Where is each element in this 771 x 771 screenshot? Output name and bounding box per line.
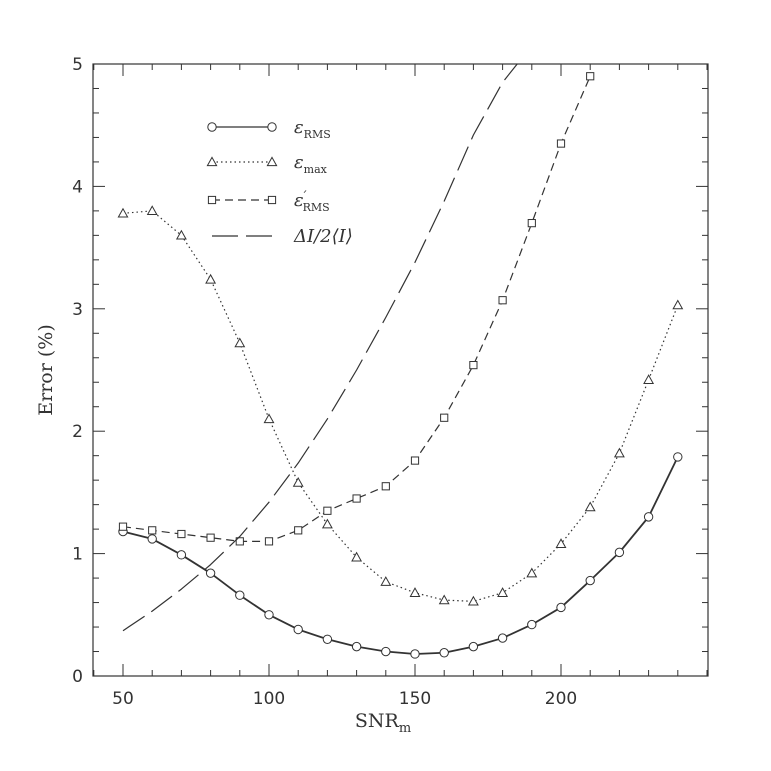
- data-point: [527, 219, 536, 228]
- series-0: [118, 452, 683, 659]
- data-point: [498, 296, 507, 305]
- data-point: [555, 538, 567, 548]
- legend-entry-1: εmax: [206, 152, 328, 176]
- series-1: [117, 205, 684, 606]
- y-tick-label: 5: [72, 55, 83, 75]
- legend-label: ε′ RMS: [294, 189, 330, 214]
- data-point: [264, 537, 274, 546]
- data-point: [352, 494, 361, 503]
- data-point: [584, 501, 596, 512]
- series-line-3: [122, 64, 518, 632]
- data-point: [118, 522, 128, 531]
- legend-entry-0: εRMS: [207, 117, 331, 141]
- legend-label: ΔI/2⟨I⟩: [293, 226, 353, 247]
- legend-entry-2: ε′ RMS: [207, 189, 330, 214]
- data-point: [613, 447, 625, 458]
- data-point: [556, 139, 566, 148]
- y-tick-label: 4: [72, 177, 83, 197]
- x-tick-label: 150: [399, 689, 431, 709]
- data-point: [351, 551, 363, 562]
- data-point: [526, 567, 538, 578]
- data-point: [176, 550, 187, 560]
- data-point: [263, 413, 275, 424]
- data-point: [380, 576, 392, 586]
- y-axis-title: Error (%): [35, 324, 57, 415]
- legend-label: εRMS: [294, 117, 331, 141]
- legend-marker: [207, 195, 217, 205]
- data-point: [177, 529, 186, 539]
- y-tick-label: 2: [72, 422, 83, 442]
- data-point: [585, 575, 595, 586]
- data-point: [527, 619, 537, 630]
- data-point: [409, 587, 421, 597]
- data-point: [206, 533, 215, 542]
- data-point: [643, 374, 655, 384]
- series-2: [118, 72, 595, 546]
- data-point: [673, 452, 683, 462]
- legend-label: εmax: [294, 152, 328, 176]
- data-point: [410, 649, 420, 659]
- data-point: [321, 518, 333, 529]
- data-point: [467, 595, 479, 606]
- y-tick-label: 3: [72, 300, 83, 320]
- data-point: [614, 547, 625, 558]
- data-point: [322, 634, 333, 644]
- legend-marker: [267, 122, 277, 132]
- data-point: [351, 641, 362, 652]
- axis-ticks: 50 100 150 200 0 1 2 3 4 5: [72, 55, 708, 709]
- data-point: [205, 273, 217, 284]
- data-point: [147, 534, 157, 544]
- data-point: [294, 526, 303, 535]
- data-point: [323, 506, 332, 515]
- legend-marker: [206, 156, 218, 167]
- data-point: [146, 205, 158, 216]
- data-point: [205, 568, 216, 578]
- data-point: [381, 482, 390, 491]
- x-tick-label: 100: [253, 689, 285, 709]
- data-point: [672, 299, 684, 310]
- y-tick-label: 1: [72, 545, 83, 565]
- series-layer: [117, 64, 684, 659]
- data-point: [235, 590, 245, 600]
- data-point: [469, 361, 478, 370]
- data-point: [468, 641, 479, 652]
- plot-frame: [92, 63, 709, 677]
- data-point: [643, 512, 654, 522]
- data-point: [440, 413, 449, 422]
- data-point: [586, 72, 595, 81]
- data-point: [117, 207, 129, 218]
- series-line-2: [122, 76, 591, 542]
- series-line-0: [122, 456, 679, 655]
- data-point: [497, 633, 508, 643]
- x-tick-label: 50: [112, 689, 134, 709]
- data-point: [292, 476, 304, 487]
- series-3: [122, 64, 518, 632]
- legend-marker: [266, 156, 278, 167]
- x-axis-title: SNRm: [355, 710, 411, 736]
- legend-entry-3: ΔI/2⟨I⟩: [212, 226, 353, 247]
- series-line-1: [122, 210, 679, 602]
- data-point: [234, 337, 246, 348]
- data-point: [148, 526, 157, 535]
- data-point: [438, 594, 450, 605]
- data-point: [439, 648, 449, 658]
- legend-marker: [207, 122, 217, 132]
- y-tick-label: 0: [72, 667, 83, 687]
- data-point: [556, 602, 566, 613]
- legend: εRMS εmax ε′ RMS ΔI/2⟨I⟩: [206, 117, 353, 247]
- x-tick-label: 200: [545, 689, 577, 709]
- data-point: [293, 624, 303, 635]
- data-point: [235, 537, 244, 546]
- data-point: [497, 587, 509, 597]
- data-point: [175, 229, 187, 240]
- data-point: [264, 610, 274, 620]
- data-point: [410, 456, 420, 465]
- data-point: [381, 646, 391, 657]
- legend-marker: [267, 195, 277, 205]
